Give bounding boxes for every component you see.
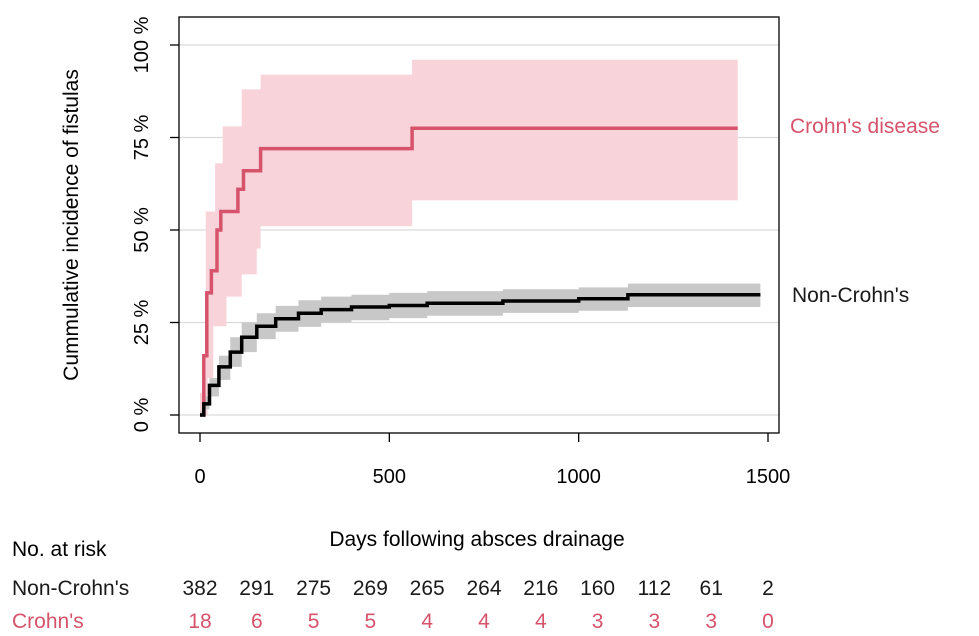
risk-count: 265 (410, 577, 445, 600)
risk-row-label: Crohn's (12, 610, 84, 633)
risk-count: 112 (638, 577, 671, 600)
x-tick-label: 0 (194, 466, 205, 488)
risk-count: 6 (251, 610, 263, 633)
series-label: Non-Crohn's (792, 284, 909, 307)
risk-count: 2 (762, 577, 774, 600)
risk-count: 18 (188, 610, 211, 633)
series-labels: Crohn's disease Non-Crohn's (790, 115, 940, 307)
risk-count: 4 (535, 610, 547, 633)
risk-count: 5 (365, 610, 377, 633)
y-tick-label: 100 % (131, 16, 153, 73)
risk-count: 4 (421, 610, 433, 633)
axes: 0 % 25 % 50 % 75 % 100 % 0 500 1000 1500 (131, 16, 790, 488)
confidence-bands (200, 59, 761, 416)
risk-count: 160 (580, 577, 615, 600)
y-tick-label: 0 % (131, 398, 153, 433)
ci-band (200, 283, 761, 415)
risk-count: 269 (353, 577, 388, 600)
plot-frame (178, 16, 780, 434)
x-tick-label: 1000 (556, 466, 601, 488)
risk-row-label: Non-Crohn's (12, 577, 129, 600)
x-tick-label: 500 (373, 466, 406, 488)
risk-count: 291 (239, 577, 274, 600)
risk-count: 4 (478, 610, 490, 633)
series-lines (200, 126, 761, 417)
x-tick-label: 1500 (746, 466, 791, 488)
risk-count: 0 (762, 610, 774, 633)
series-label: Crohn's disease (790, 115, 940, 138)
y-tick-label: 75 % (131, 114, 153, 160)
series-line (200, 126, 738, 417)
series-line (200, 293, 761, 417)
risk-count: 3 (705, 610, 717, 633)
risk-count: 216 (523, 577, 558, 600)
y-tick-label: 50 % (131, 207, 153, 253)
risk-count: 3 (592, 610, 604, 633)
y-tick-label: 25 % (131, 299, 153, 345)
risk-count: 275 (296, 577, 331, 600)
risk-count: 3 (649, 610, 661, 633)
x-axis-label: Days following absces drainage (329, 528, 624, 551)
risk-count: 5 (308, 610, 320, 633)
y-axis-label: Cummulative incidence of fistulas (60, 69, 83, 381)
ci-band (200, 59, 738, 416)
risk-count: 382 (182, 577, 217, 600)
risk-count: 264 (466, 577, 501, 600)
risk-table-header: No. at risk (12, 538, 107, 561)
risk-count: 61 (700, 577, 723, 600)
